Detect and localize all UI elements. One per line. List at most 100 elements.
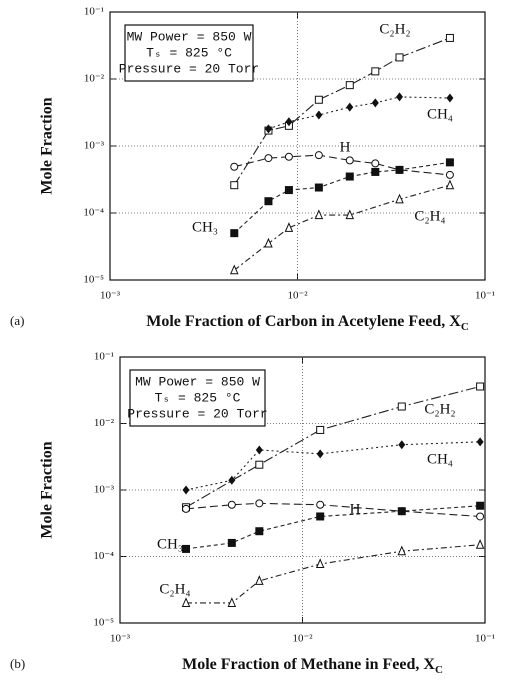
marker <box>230 162 239 171</box>
x-tick-label: 10⁻² <box>292 633 313 645</box>
annotation: Tₛ = 825 °C <box>155 390 241 405</box>
x-tick-label: 10⁻³ <box>110 633 131 645</box>
marker <box>314 151 323 160</box>
marker <box>397 545 407 556</box>
y-tick-label: 10⁻³ <box>84 140 105 152</box>
annotation-box <box>129 369 266 427</box>
marker <box>230 181 239 190</box>
series-line <box>185 505 481 550</box>
marker <box>476 512 485 521</box>
series-label: C₂H₂ <box>424 401 455 417</box>
marker <box>314 183 323 192</box>
marker <box>316 449 324 459</box>
annotation-box <box>124 24 254 82</box>
marker <box>476 382 485 391</box>
marker <box>228 475 236 485</box>
y-axis-label: Mole Fraction <box>39 97 56 194</box>
y-axis-label: Mole Fraction <box>39 441 56 538</box>
marker <box>445 179 455 190</box>
series-label: C₂H₄ <box>159 581 190 597</box>
series-label: H <box>350 501 361 517</box>
marker <box>371 159 380 168</box>
marker <box>314 95 323 104</box>
y-tick-label: 10⁻¹ <box>84 6 104 18</box>
marker <box>227 597 237 607</box>
marker <box>264 154 273 163</box>
marker <box>446 93 454 103</box>
x-axis-label: Mole Fraction of Carbon in Acetylene Fee… <box>146 313 469 333</box>
y-tick-label: 10⁻² <box>84 73 105 85</box>
marker <box>284 186 293 195</box>
y-tick-label: 10⁻¹ <box>94 351 114 363</box>
marker <box>475 539 485 549</box>
marker <box>316 512 325 521</box>
marker <box>230 264 239 275</box>
annotation: Pressure = 20 Torr <box>119 61 259 76</box>
panel-label: (b) <box>10 656 25 671</box>
marker <box>397 402 406 411</box>
marker <box>397 507 406 516</box>
x-tick-label: 10⁻¹ <box>475 633 495 645</box>
series-line <box>185 385 481 508</box>
series-label: H <box>340 139 351 155</box>
marker <box>476 437 484 447</box>
x-tick-label: 10⁻² <box>287 290 308 302</box>
series-line <box>268 96 450 130</box>
marker <box>227 500 236 509</box>
series-label: C₂H₄ <box>414 208 445 224</box>
marker <box>316 425 325 434</box>
marker <box>314 209 324 220</box>
marker <box>255 527 264 536</box>
marker <box>284 152 293 161</box>
annotation: Tₛ = 825 °C <box>146 45 232 60</box>
marker <box>285 117 293 127</box>
marker <box>445 33 454 42</box>
marker <box>345 172 354 181</box>
series-label: CH₃ <box>192 219 218 235</box>
y-tick-label: 10⁻⁵ <box>93 617 114 629</box>
marker <box>445 170 454 179</box>
marker <box>371 167 380 176</box>
y-tick-label: 10⁻⁵ <box>83 274 104 286</box>
marker <box>182 544 191 553</box>
x-axis-label-subscript: C <box>435 664 443 676</box>
marker <box>255 575 264 585</box>
marker <box>345 156 354 165</box>
series-line <box>185 502 481 518</box>
y-tick-label: 10⁻² <box>94 417 115 429</box>
marker <box>476 501 485 510</box>
marker <box>315 110 323 120</box>
x-tick-label: 10⁻³ <box>100 290 121 302</box>
x-tick-label: 10⁻¹ <box>475 290 495 302</box>
marker <box>398 440 406 450</box>
series-label: CH₃ <box>157 536 183 552</box>
marker <box>346 102 354 112</box>
y-tick-label: 10⁻³ <box>94 484 115 496</box>
x-axis-label-subscript: C <box>461 321 469 333</box>
annotation: MW Power = 850 W <box>135 374 260 389</box>
series-label: CH₄ <box>427 106 453 122</box>
panel-label: (a) <box>10 313 24 328</box>
series-label: C₂H₂ <box>379 21 410 37</box>
marker <box>445 158 454 167</box>
marker <box>182 485 190 495</box>
marker <box>230 229 239 238</box>
x-axis-label-text: Mole Fraction of Carbon in Acetylene Fee… <box>146 313 461 330</box>
y-tick-label: 10⁻⁴ <box>93 550 114 562</box>
x-axis-label-text: Mole Fraction of Methane in Feed, X <box>182 656 435 673</box>
marker <box>395 53 404 62</box>
x-axis-label: Mole Fraction of Methane in Feed, XC <box>182 656 443 676</box>
annotation: Pressure = 20 Torr <box>127 406 267 421</box>
marker <box>345 81 354 90</box>
marker <box>315 558 325 569</box>
series-line <box>186 544 481 604</box>
marker <box>255 460 264 469</box>
series-label: CH₄ <box>427 451 453 467</box>
marker <box>255 499 264 508</box>
series-line <box>233 37 451 186</box>
marker <box>264 237 273 248</box>
marker <box>395 193 404 204</box>
marker <box>284 222 294 232</box>
marker <box>182 504 191 513</box>
